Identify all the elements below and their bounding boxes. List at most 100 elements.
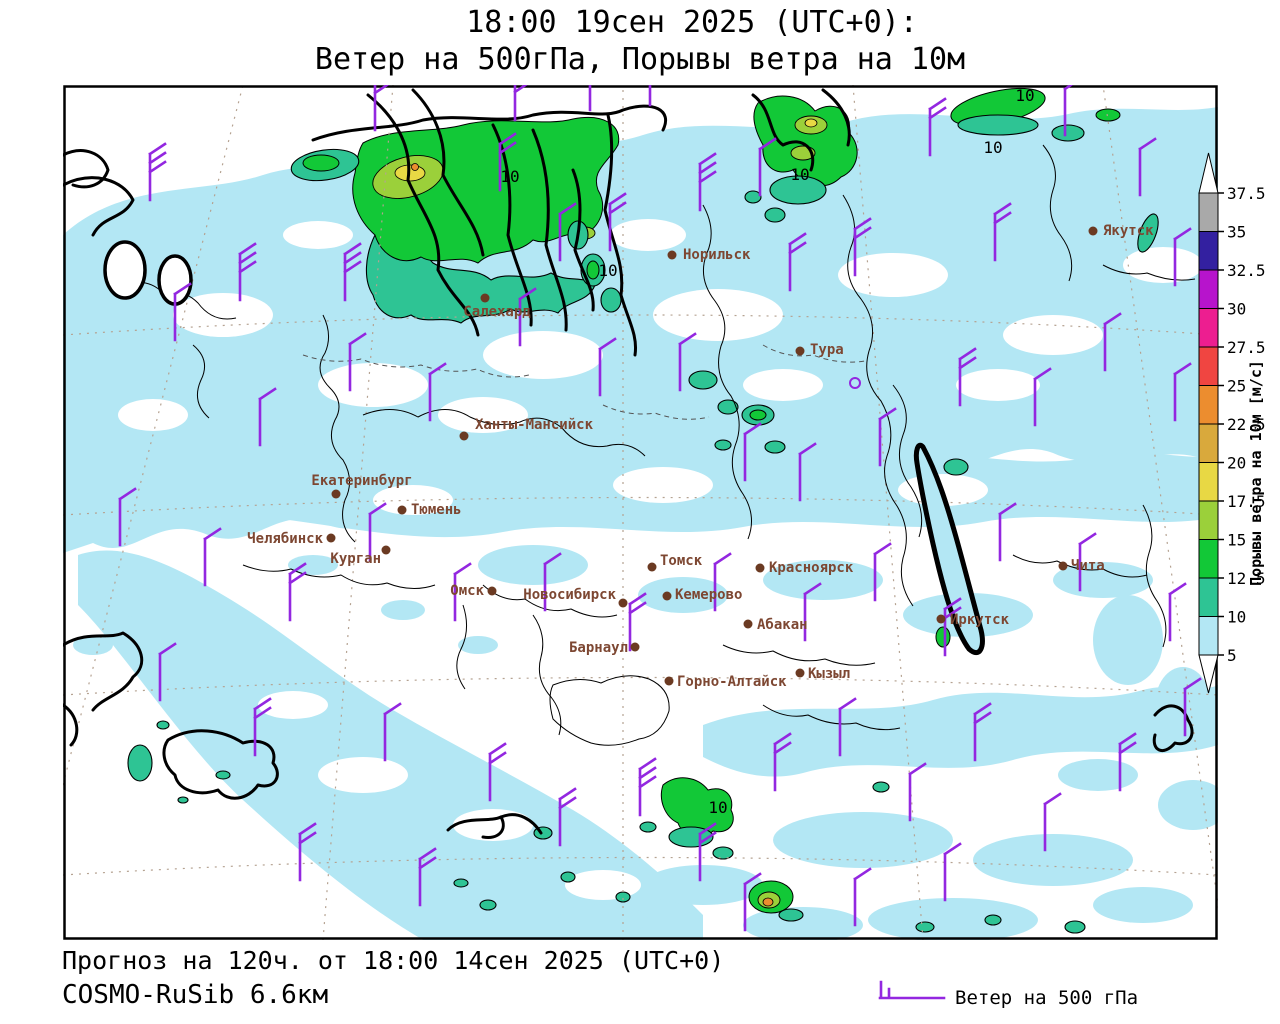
gust-shading-light-shape [458, 636, 498, 654]
ring-markers-layer [849, 377, 861, 389]
gust-shading-light-shape [263, 439, 1218, 538]
gust-shading-green-shape [753, 95, 858, 187]
city-label: Томск [660, 553, 703, 569]
map-canvas: 10 10 10 10 10 10 Норильск Салехард Тура Якутск Ха… [63, 85, 1218, 940]
gust-shading-light-shape [73, 635, 113, 655]
city-label: Челябинск [247, 531, 323, 547]
city-marker [397, 505, 407, 515]
wind-barb [118, 487, 137, 547]
gust-shading-green-shape [453, 878, 469, 888]
gust-shading-holes-shape [373, 485, 453, 515]
gust-shading-green-shape [984, 914, 1002, 926]
city-marker [743, 619, 753, 629]
gust-shading-holes-shape [318, 363, 428, 407]
gust-shading-holes-shape [173, 293, 273, 337]
wind-barb [383, 702, 402, 762]
coastlines-shape [311, 104, 667, 142]
graticule-shape [63, 856, 1218, 876]
colorbar-band [1198, 192, 1219, 232]
city-label: Курган [330, 551, 381, 567]
legend-wind-barb-label: Ветер на 500 гПа [955, 987, 1139, 1009]
colorbar-tick-label: 25 [1227, 377, 1246, 396]
gust-shading-holes-shape [956, 369, 1040, 401]
city-marker [1058, 561, 1068, 571]
admin-borders-shape [242, 564, 436, 589]
wind-barb [648, 85, 652, 107]
wind-barb [698, 152, 717, 212]
wind-barb [173, 282, 192, 342]
admin-borders-shape [1142, 504, 1167, 648]
colorbar-tick-label: 5 [1227, 646, 1237, 665]
gust-shading-green-shape [615, 891, 631, 903]
gust-shading-light-shape [1093, 595, 1163, 685]
wind-barb [428, 362, 447, 422]
admin-borders-shape [762, 704, 901, 731]
gust-shading-green-shape [935, 626, 951, 648]
gust-shading-green-shape [302, 154, 340, 172]
city-label: Красноярск [769, 560, 854, 576]
gust-shading-light [63, 107, 1218, 940]
wind-barb [788, 232, 807, 292]
gust-shading-green-shape [215, 770, 231, 780]
wind-barb [853, 217, 872, 277]
coastlines [63, 88, 1194, 840]
colorbar-top-arrow [1198, 152, 1219, 194]
coastlines-shape [1152, 704, 1194, 753]
colorbar-bottom-arrow [1198, 654, 1219, 694]
admin-borders-shape [602, 404, 710, 420]
gust-shading-holes-shape [743, 369, 823, 401]
gust-shading-light-shape [1058, 759, 1138, 791]
gust-shading-green-shape [717, 399, 739, 415]
gust-shading-green-shape [639, 821, 657, 833]
gust-shading-holes-shape [613, 467, 713, 503]
city-marker [795, 668, 805, 678]
wind-barbs-layer [118, 85, 1202, 932]
admin-borders-shape [482, 584, 618, 618]
gust-shading-holes-shape [118, 399, 188, 431]
contour-label: 10 [983, 138, 1002, 157]
gust-shading-light-shape [1093, 887, 1193, 923]
gust-shading-green-shape [957, 114, 1039, 136]
wind-barb [998, 502, 1017, 562]
colorbar-band [1198, 346, 1219, 386]
wind-barb [1063, 85, 1074, 137]
wind-barb [798, 442, 817, 502]
coastlines-shape [63, 631, 144, 712]
wind-barb [543, 552, 562, 612]
gust-shading-green-shape [600, 287, 622, 313]
colorbar-tick-label: 20 [1227, 454, 1246, 473]
gust-shading-green-shape [1137, 213, 1159, 253]
gust-shading-green-shape [560, 871, 576, 883]
city-marker [459, 431, 469, 441]
city-marker [667, 250, 677, 260]
wind-barb [713, 552, 732, 612]
wind-barb [1138, 137, 1157, 197]
city-label: Салехард [463, 304, 531, 320]
wind-barb [158, 642, 177, 702]
wind-barb [743, 422, 762, 482]
city-label: Кемерово [675, 587, 742, 603]
colorbar-tick-label: 17.5 [1227, 492, 1266, 511]
legend-wind-barb-icon-shape [878, 980, 946, 1000]
wind-barb [558, 202, 577, 262]
city-label: Норильск [683, 247, 751, 263]
wind-barb [498, 132, 517, 192]
title-block: 18:00 19сен 2025 (UTC+0): Ветер на 500гП… [0, 4, 1280, 78]
wind-barb [803, 582, 822, 642]
graticule-shape [63, 496, 1218, 516]
wind-barb [373, 85, 390, 132]
wind-barb [1183, 677, 1202, 737]
gust-shading-green-shape [156, 720, 170, 730]
gust-shading-green-shape [712, 846, 734, 860]
admin-borders-shape [892, 384, 923, 538]
wind-barb [878, 407, 897, 467]
coastlines-shape [103, 240, 147, 300]
gust-shading-green-shape [769, 175, 827, 205]
wind-barb [488, 742, 507, 802]
wind-barb [1168, 582, 1187, 642]
gust-shading-light-shape [558, 904, 648, 936]
admin-borders-shape [1102, 264, 1196, 281]
gust-shading-green-shape [872, 781, 890, 793]
gust-shading-light-shape [643, 865, 763, 905]
graticule-shape [63, 314, 1218, 336]
